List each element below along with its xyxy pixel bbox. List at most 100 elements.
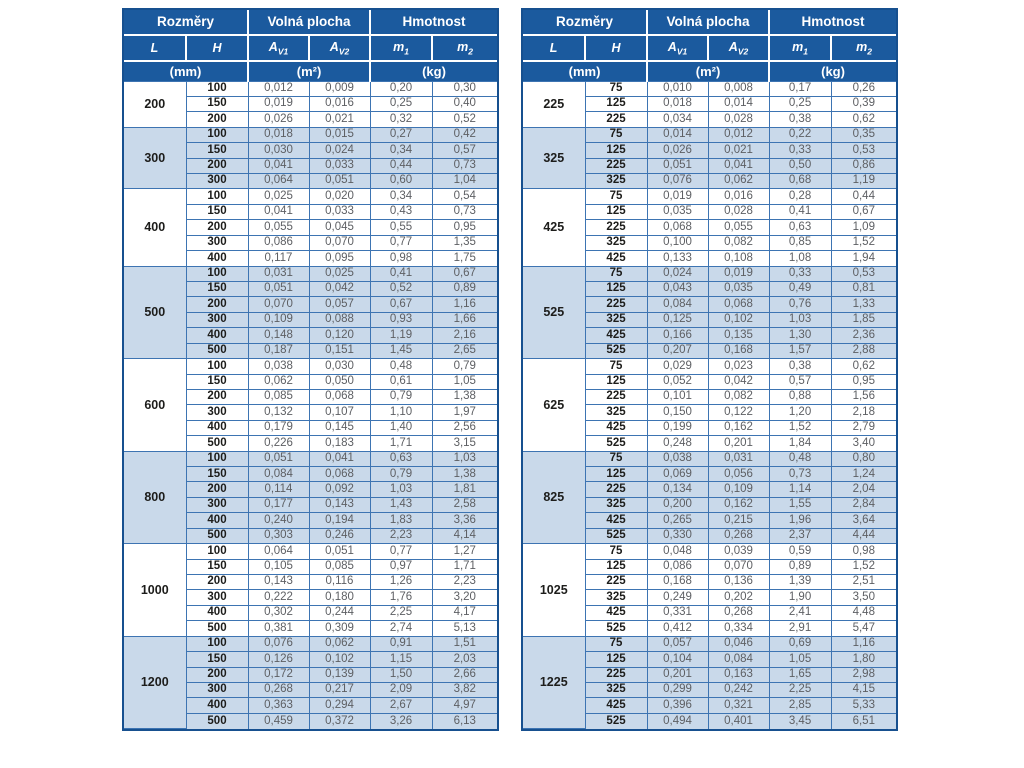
data-value-cell: 1,96 — [768, 512, 832, 529]
data-value-cell: 0,381 — [247, 620, 310, 637]
data-value-cell: 0,068 — [308, 388, 371, 406]
h-value-cell: 425 — [585, 250, 648, 267]
h-value-cell: 400 — [186, 604, 249, 622]
data-value-cell: 0,068 — [646, 219, 709, 236]
data-value-cell: 0,95 — [431, 219, 498, 236]
data-value-cell: 0,046 — [707, 635, 770, 653]
data-value-cell: 0,200 — [646, 496, 709, 514]
h-value-cell: 400 — [186, 419, 249, 437]
data-value-cell: 1,08 — [768, 250, 832, 267]
l-value-cell: 225 — [523, 80, 586, 128]
l-value-cell: 1200 — [124, 635, 187, 730]
data-value-cell: 0,73 — [431, 203, 498, 221]
data-value-cell: 1,52 — [830, 558, 897, 576]
l-value-cell: 600 — [124, 358, 187, 452]
data-value-cell: 0,76 — [768, 296, 832, 313]
table-row: 200 0,143 0,116 1,26 2,23 — [124, 573, 498, 591]
h-value-cell: 325 — [585, 496, 648, 514]
h-value-cell: 150 — [186, 558, 249, 576]
data-value-cell: 0,226 — [247, 435, 310, 452]
data-value-cell: 0,024 — [308, 142, 371, 159]
data-value-cell: 0,199 — [646, 419, 709, 437]
data-value-cell: 0,076 — [247, 635, 310, 653]
data-value-cell: 0,26 — [830, 80, 897, 97]
data-value-cell: 0,041 — [707, 157, 770, 175]
data-value-cell: 0,168 — [646, 573, 709, 591]
table-row: 1000 100 0,064 0,051 0,77 1,27 — [124, 543, 498, 637]
data-value-cell: 0,042 — [707, 373, 770, 390]
l-value-cell: 525 — [523, 265, 586, 360]
l-value-cell: 625 — [523, 358, 586, 452]
data-value-cell: 0,033 — [308, 157, 371, 175]
data-value-cell: 0,180 — [308, 589, 371, 606]
m-base: m — [856, 39, 868, 54]
data-value-cell: 2,03 — [431, 651, 498, 668]
data-value-cell: 0,33 — [768, 265, 832, 282]
data-value-cell: 0,88 — [768, 388, 832, 406]
column-label-av1: AV1 — [247, 34, 310, 62]
table-row: 325 0,076 0,062 0,68 1,19 — [523, 173, 897, 190]
data-value-cell: 0,98 — [369, 250, 433, 267]
h-value-cell: 225 — [585, 219, 648, 236]
table-row: 400 0,148 0,120 1,19 2,16 — [124, 327, 498, 344]
data-value-cell: 0,77 — [369, 543, 433, 560]
data-value-cell: 3,45 — [768, 712, 832, 729]
column-label-m2: m2 — [830, 34, 897, 62]
data-value-cell: 0,17 — [768, 80, 832, 97]
h-value-cell: 75 — [584, 80, 648, 97]
h-value-cell: 225 — [585, 481, 648, 498]
data-value-cell: 0,132 — [247, 404, 310, 421]
data-value-cell: 0,055 — [707, 219, 770, 236]
data-value-cell: 0,33 — [768, 142, 832, 159]
data-value-cell: 0,084 — [646, 296, 709, 313]
data-value-cell: 0,104 — [646, 651, 709, 668]
data-value-cell: 0,018 — [247, 126, 310, 144]
data-value-cell: 0,145 — [308, 419, 371, 437]
h-value-cell: 125 — [585, 466, 648, 483]
data-value-cell: 0,202 — [707, 589, 770, 606]
data-value-cell: 0,038 — [247, 358, 310, 375]
data-value-cell: 0,215 — [707, 512, 770, 529]
data-value-cell: 0,150 — [646, 404, 709, 421]
h-value-cell: 125 — [585, 373, 648, 390]
h-value-cell: 200 — [186, 573, 249, 591]
data-value-cell: 0,014 — [707, 95, 770, 113]
dimensions-table-left: Rozměry Volná plocha Hmotnost L H AV1 AV… — [124, 10, 498, 730]
data-value-cell: 0,79 — [369, 466, 433, 483]
l-value-cell: 400 — [124, 188, 187, 267]
table-row: 300 0,177 0,143 1,43 2,58 — [124, 496, 498, 514]
data-value-cell: 2,88 — [830, 342, 897, 360]
table-row: 225 0,168 0,136 1,39 2,51 — [523, 573, 897, 591]
data-value-cell: 0,043 — [646, 280, 709, 298]
data-value-cell: 0,42 — [431, 126, 498, 144]
data-value-cell: 0,299 — [646, 681, 709, 699]
data-value-cell: 0,265 — [646, 512, 709, 529]
data-value-cell: 4,97 — [431, 697, 498, 714]
data-value-cell: 0,67 — [830, 203, 897, 221]
data-value-cell: 0,246 — [308, 527, 371, 545]
data-value-cell: 1,39 — [768, 573, 832, 591]
table-row: 225 0,051 0,041 0,50 0,86 — [523, 157, 897, 175]
data-value-cell: 1,51 — [431, 635, 498, 653]
data-value-cell: 0,012 — [247, 80, 310, 97]
data-value-cell: 2,37 — [768, 527, 832, 545]
data-value-cell: 1,57 — [768, 342, 832, 360]
h-value-cell: 200 — [186, 388, 249, 406]
data-value-cell: 0,085 — [308, 558, 371, 576]
table-row: 300 100 0,018 0,015 0,27 0,42 — [124, 126, 498, 190]
table-row: 200 0,026 0,021 0,32 0,52 — [124, 111, 498, 128]
data-value-cell: 0,294 — [308, 697, 371, 714]
data-value-cell: 0,116 — [308, 573, 371, 591]
m-base: m — [457, 39, 469, 54]
h-value-cell: 225 — [585, 296, 648, 313]
table-row: 125 0,026 0,021 0,33 0,53 — [523, 142, 897, 159]
m-base: m — [393, 39, 405, 54]
data-value-cell: 2,25 — [369, 604, 433, 622]
h-value-cell: 500 — [186, 435, 249, 452]
data-value-cell: 0,041 — [308, 450, 371, 468]
data-value-cell: 1,03 — [369, 481, 433, 498]
data-value-cell: 0,014 — [646, 126, 709, 144]
m1-sub: 1 — [803, 46, 808, 56]
data-value-cell: 0,62 — [830, 358, 897, 375]
data-value-cell: 0,187 — [247, 342, 310, 360]
